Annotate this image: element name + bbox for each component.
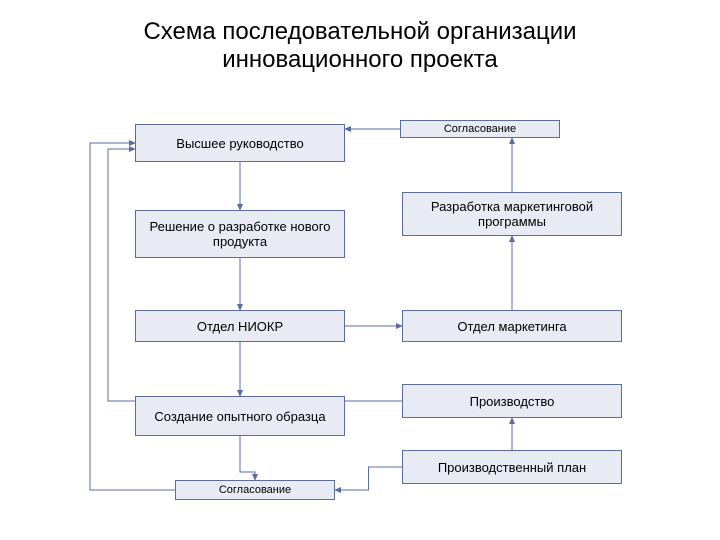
title-line2: инновационного проекта: [0, 46, 720, 74]
node-prototype: Создание опытного образца: [135, 396, 345, 436]
node-niokr: Отдел НИОКР: [135, 310, 345, 342]
node-approval2: Согласование: [175, 480, 335, 500]
page-title: Схема последовательной организации иннов…: [0, 18, 720, 74]
node-prod_plan: Производственный план: [402, 450, 622, 484]
node-marketing: Отдел маркетинга: [402, 310, 622, 342]
node-approval1: Согласование: [400, 120, 560, 138]
node-marketing_prog: Разработка маркетинговой программы: [402, 192, 622, 236]
node-production: Производство: [402, 384, 622, 418]
title-line1: Схема последовательной организации: [0, 18, 720, 46]
node-top_mgmt: Высшее руководство: [135, 124, 345, 162]
node-decision: Решение о разработке нового продукта: [135, 210, 345, 258]
